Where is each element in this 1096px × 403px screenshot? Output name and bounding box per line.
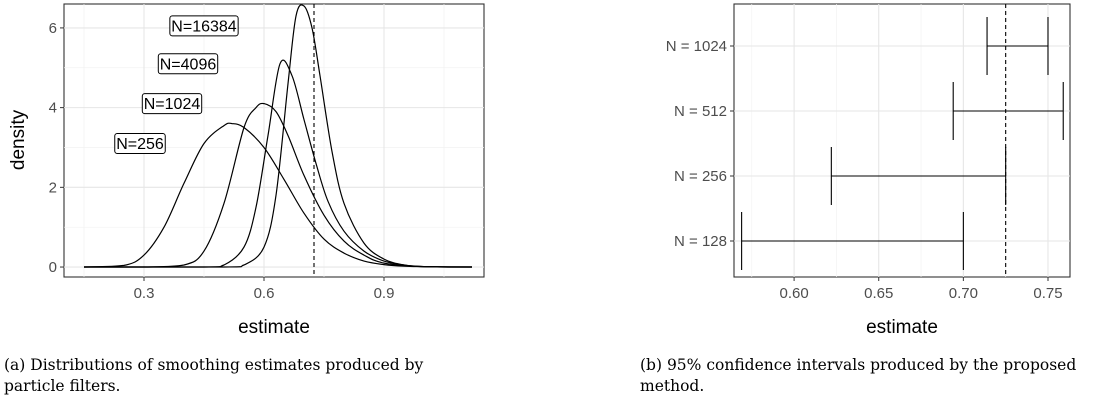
error-bar-1024 — [986, 17, 1049, 75]
curve-label-text: N=1024 — [144, 96, 201, 113]
error-bar-128 — [741, 212, 964, 270]
panel-b-plot-background — [733, 3, 1071, 278]
panel-b-caption: (b) 95% confidence intervals produced by… — [640, 356, 1076, 395]
curve-label-box — [157, 53, 219, 75]
panel-b-x-axis-title: estimate — [866, 317, 938, 338]
x-tick-label: 0.9 — [374, 285, 395, 302]
panel-a-y-axis-title: density — [8, 109, 29, 170]
panel-a-density-curves — [83, 4, 473, 268]
density-curve-n4096 — [83, 59, 473, 268]
curve-label-text: N=4096 — [160, 56, 217, 73]
panel-a-grid — [64, 4, 484, 277]
y-tick-label: N = 1024 — [666, 38, 727, 55]
curve-label-box — [114, 132, 166, 154]
panel-a-caption: (a) Distributions of smoothing estimates… — [4, 356, 424, 395]
y-tick-label: 0 — [49, 259, 57, 276]
curve-label-box — [141, 93, 203, 115]
x-tick-label: 0.75 — [1033, 285, 1062, 302]
curve-label-box — [169, 15, 239, 37]
y-tick-label: 2 — [49, 179, 57, 196]
panel-a-y-ticks: 0 2 4 6 — [49, 20, 64, 276]
panel-b-x-ticks: 0.60 0.65 0.70 0.75 — [779, 277, 1063, 302]
y-tick-label: 6 — [49, 20, 57, 37]
curve-label-text: N=256 — [116, 136, 164, 153]
x-tick-label: 0.70 — [949, 285, 978, 302]
y-tick-label: 4 — [49, 100, 57, 117]
x-tick-label: 0.3 — [134, 285, 155, 302]
curve-label-n256: N=256 — [114, 132, 166, 154]
x-tick-label: 0.65 — [864, 285, 893, 302]
density-curve-n1024 — [83, 102, 473, 268]
curve-label-n4096: N=4096 — [157, 53, 219, 75]
curve-label-text: N=16384 — [171, 18, 236, 35]
x-tick-label: 0.60 — [779, 285, 808, 302]
y-tick-label: N = 512 — [674, 103, 727, 120]
x-tick-label: 0.6 — [254, 285, 275, 302]
curve-label-n1024: N=1024 — [141, 93, 203, 115]
y-tick-label: N = 128 — [674, 233, 727, 250]
error-bar-256 — [830, 147, 1007, 205]
curve-label-n16384: N=16384 — [169, 15, 239, 37]
density-curve-n16384 — [83, 4, 473, 268]
panel-a-x-axis-title: estimate — [238, 317, 310, 338]
panel-a-curve-labels: N=16384 N=4096 N=1024 N=256 — [114, 15, 239, 154]
density-curve-n256 — [83, 122, 473, 268]
panel-a-x-ticks: 0.3 0.6 0.9 — [134, 277, 395, 302]
panel-b-y-ticks: N = 1024 N = 512 N = 256 N = 128 — [666, 38, 734, 250]
y-tick-label: N = 256 — [674, 168, 727, 185]
error-bar-512 — [952, 82, 1064, 140]
panel-b-error-bars — [741, 17, 1064, 270]
